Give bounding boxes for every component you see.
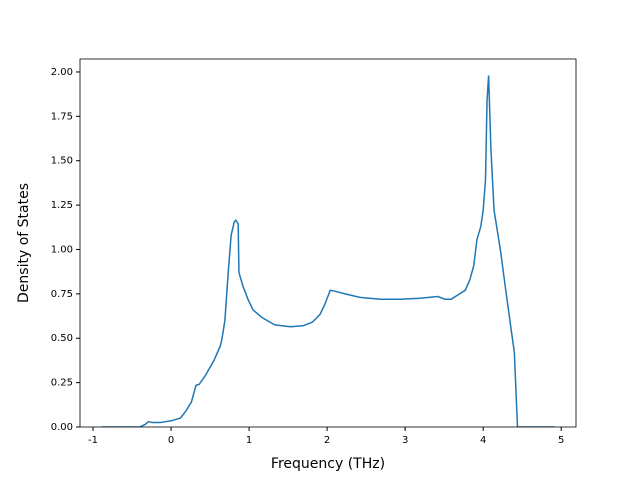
y-tick-label: 0.50 [51,333,73,344]
x-tick-label: 3 [402,435,408,446]
y-tick-label: 1.25 [51,200,73,211]
y-axis-label: Density of States [16,183,32,303]
line-series [102,75,555,427]
x-tick-label: 2 [324,435,330,446]
x-tick-label: 5 [558,435,564,446]
x-tick-label: 1 [246,435,252,446]
y-tick-label: 0.75 [51,289,73,300]
x-tick-label: 0 [168,435,174,446]
y-tick-label: 0.25 [51,378,73,389]
x-tick-label: -1 [88,435,98,446]
x-axis-label: Frequency (THz) [271,456,385,472]
plot-frame [79,58,577,428]
y-tick-label: 1.50 [51,156,73,167]
x-tick-label: 4 [480,435,486,446]
y-tick-label: 2.00 [51,67,73,78]
y-tick-label: 1.75 [51,111,73,122]
y-tick-label: 0.00 [51,422,73,433]
y-tick-label: 1.00 [51,244,73,255]
